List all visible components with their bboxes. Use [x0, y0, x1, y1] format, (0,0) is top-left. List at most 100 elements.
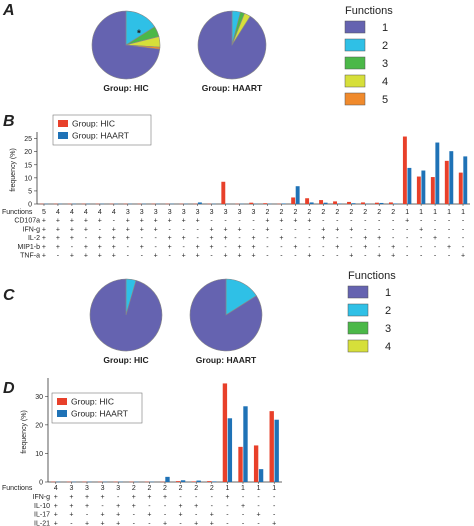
row-cell: 3 — [154, 209, 158, 216]
bar-hic-21 — [319, 200, 324, 204]
row-cell: - — [71, 244, 74, 251]
bar-legend: Group: HIC Group: HAART — [52, 114, 152, 146]
legend-label-2: 2 — [385, 305, 391, 317]
row-cell: - — [378, 226, 381, 233]
pie-slice-1 — [197, 10, 267, 80]
row-cell: + — [140, 244, 144, 251]
row-cell: - — [113, 218, 116, 225]
row-cell: - — [308, 244, 311, 251]
row-cell: + — [179, 512, 183, 519]
bar-haart-11 — [212, 481, 217, 482]
row-cell: 2 — [335, 209, 339, 216]
row-cell: - — [294, 253, 297, 260]
bar-hic-13 — [238, 446, 243, 482]
bar-haart-23 — [351, 203, 356, 204]
row-cell: - — [420, 235, 423, 242]
bar-hic-14 — [253, 445, 259, 482]
row-cell: - — [196, 235, 199, 242]
pie-slice-1 — [89, 278, 163, 352]
row-cell: 2 — [307, 209, 311, 216]
row-cell: + — [98, 218, 102, 225]
legend-label-3: 3 — [382, 58, 388, 70]
row-cell: 4 — [56, 209, 60, 216]
row-cell: + — [147, 512, 151, 519]
row-cell: - — [211, 503, 214, 510]
row-cell: - — [133, 512, 136, 519]
legend-label-4: 4 — [382, 76, 388, 88]
row-cell: - — [322, 218, 325, 225]
row-cell: - — [294, 226, 297, 233]
row-cell: - — [155, 235, 158, 242]
y-tick-label: 20 — [24, 149, 32, 156]
row-cell: + — [391, 244, 395, 251]
row-cell: + — [101, 494, 105, 501]
row-cell: + — [56, 235, 60, 242]
bar-haart-19 — [295, 186, 300, 204]
row-cell: - — [364, 218, 367, 225]
row-cell: 1 — [461, 209, 465, 216]
row-cell: + — [56, 244, 60, 251]
row-cell: + — [433, 235, 437, 242]
row-cell: + — [168, 218, 172, 225]
legend-label-4: 4 — [385, 341, 391, 353]
row-cell: + — [84, 253, 88, 260]
legend-label-haart: Group: HAART — [71, 409, 128, 419]
row-cell: - — [420, 218, 423, 225]
row-cell: + — [225, 494, 229, 501]
row-cell: 2 — [210, 485, 214, 492]
panel-letter-c: C — [3, 287, 15, 304]
row-cell: + — [251, 235, 255, 242]
row-cell: - — [57, 253, 60, 260]
row-cell: + — [419, 226, 423, 233]
bar-haart-26 — [393, 203, 398, 204]
y-tick-label: 0 — [39, 480, 43, 487]
row-cell: + — [293, 218, 297, 225]
legend-swatch-haart — [57, 410, 67, 417]
row-cell: - — [182, 244, 185, 251]
row-cell: + — [101, 512, 105, 519]
row-cell: - — [462, 235, 465, 242]
bar-haart-31 — [463, 156, 468, 204]
row-cell: 1 — [272, 485, 276, 492]
row-cell: + — [237, 253, 241, 260]
row-cell: 3 — [101, 485, 105, 492]
row-cell: - — [127, 253, 130, 260]
pie-slice-1 — [91, 10, 161, 80]
row-cell: + — [251, 244, 255, 251]
row-cell: - — [266, 244, 269, 251]
row-cell: - — [406, 253, 409, 260]
row-cell: - — [462, 226, 465, 233]
row-cell: + — [224, 253, 228, 260]
row-cell: 2 — [194, 485, 198, 492]
row-cell: + — [237, 244, 241, 251]
row-cell: - — [242, 512, 245, 519]
row-cell: + — [126, 235, 130, 242]
y-tick-label: 5 — [28, 188, 32, 195]
row-cell: + — [196, 218, 200, 225]
row-cell: + — [154, 226, 158, 233]
row-cell: - — [238, 235, 241, 242]
row-cell: - — [148, 521, 151, 526]
legend-label-haart: Group: HAART — [72, 131, 129, 141]
row-cell: - — [294, 235, 297, 242]
row-cell: + — [163, 521, 167, 526]
row-cell: + — [237, 226, 241, 233]
row-cell: + — [112, 253, 116, 260]
row-cell: + — [307, 253, 311, 260]
bar-haart-9 — [180, 480, 186, 482]
row-cell: + — [257, 512, 261, 519]
bar-hic-22 — [333, 201, 338, 204]
row-cell: - — [226, 503, 229, 510]
legend-label-2: 2 — [382, 40, 388, 52]
bar-haart-25 — [379, 202, 384, 204]
bar-haart-15 — [274, 419, 279, 482]
legend-c: Functions 1 2 3 4 — [347, 270, 396, 353]
row-cell: + — [194, 503, 198, 510]
row-cell: 2 — [349, 209, 353, 216]
row-cell: 3 — [252, 209, 256, 216]
row-cell: - — [420, 253, 423, 260]
row-cell: + — [84, 218, 88, 225]
row-cell: 2 — [163, 485, 167, 492]
row-label-4: MIP1-b — [17, 244, 40, 251]
row-cell: - — [434, 253, 437, 260]
